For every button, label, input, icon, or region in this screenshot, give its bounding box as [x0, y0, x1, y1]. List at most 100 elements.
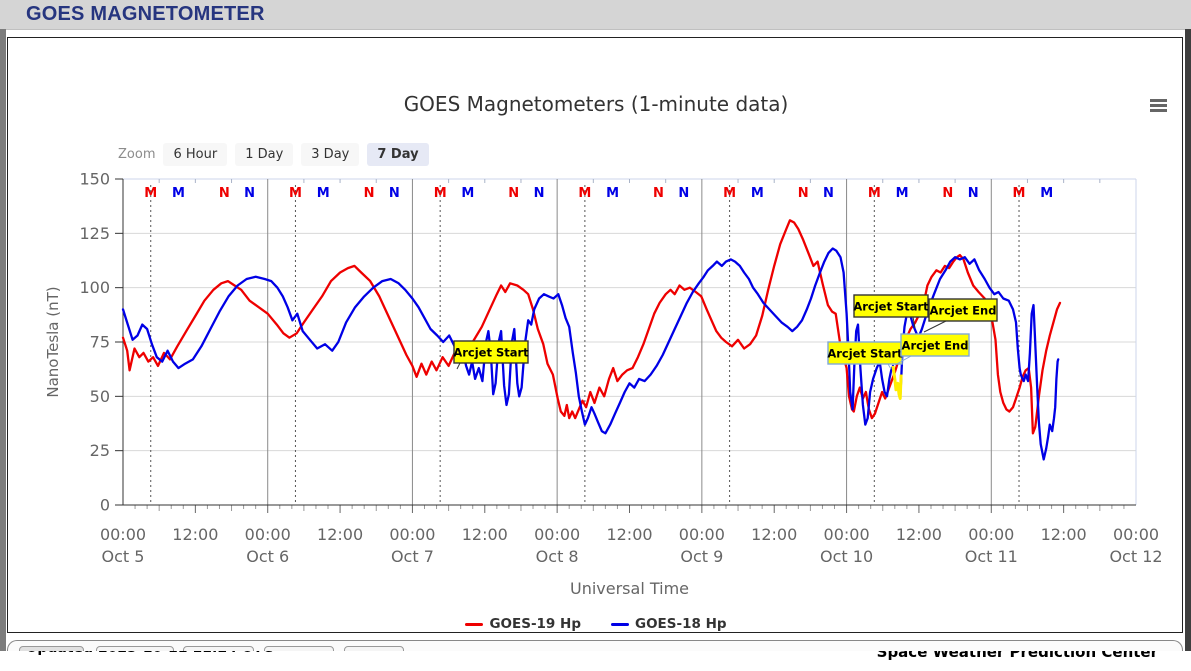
satellite-marker-N: N	[678, 186, 689, 201]
flag-connector	[923, 320, 947, 333]
x-tick-time-label: 00:00	[389, 525, 435, 544]
series-line-goes-19-hp[interactable]	[121, 219, 1062, 435]
satellite-marker-M: M	[289, 186, 302, 201]
arcjet-flag-label: Arcjet Start	[827, 347, 903, 361]
x-tick-time-label: 00:00	[100, 525, 146, 544]
satellite-marker-M: M	[868, 186, 881, 201]
arcjet-flag-label: Arcjet Start	[853, 300, 929, 314]
x-tick-time-label: 12:00	[172, 525, 218, 544]
page-title: GOES MAGNETOMETER	[26, 3, 265, 25]
chart-legend: GOES-19 Hp GOES-18 Hp	[8, 616, 1184, 632]
magnetometer-plot[interactable]: 0 25 50 75 100 125 150 00:00 Oct 5 12:00 00:00 Oct …	[15, 75, 1191, 671]
zoom-label: Zoom	[118, 146, 156, 162]
satellite-marker-N: N	[244, 186, 255, 201]
zoom-toolbar: Zoom 6 Hour 1 Day 3 Day 7 Day	[118, 142, 429, 166]
zoom-button-1day[interactable]: 1 Day	[235, 142, 294, 166]
satellite-marker-N: N	[364, 186, 375, 201]
y-tick-label: 25	[90, 441, 110, 460]
x-tick-time-label: 00:00	[245, 525, 291, 544]
x-tick-time-label: 00:00	[824, 525, 870, 544]
y-axis-title: NanoTesla (nT)	[44, 286, 62, 397]
satellite-marker-N: N	[534, 186, 545, 201]
goes18-line-swatch	[611, 622, 629, 626]
bottom-tab-stub[interactable]	[264, 646, 334, 651]
satellite-marker-M: M	[578, 186, 591, 201]
plot-area[interactable]	[123, 179, 1136, 505]
legend-item-goes19[interactable]: GOES-19 Hp	[465, 616, 581, 632]
chart-title: GOES Magnetometers (1-minute data)	[403, 92, 789, 116]
arcjet-flag-box[interactable]	[853, 294, 929, 318]
goes19-line-swatch	[465, 622, 484, 626]
zoom-button-7day[interactable]: 7 Day	[367, 142, 429, 166]
legend-item-goes18[interactable]: GOES-18 Hp	[611, 616, 727, 632]
x-tick-time-label: 12:00	[317, 525, 363, 544]
arcjet-flag-box[interactable]	[453, 340, 529, 364]
satellite-marker-M: M	[144, 186, 157, 201]
satellite-marker-M: M	[1013, 186, 1026, 201]
arcjet-flag-label: Arcjet Start	[453, 346, 529, 360]
satellite-marker-N: N	[653, 186, 664, 201]
x-tick-date-label: Oct 8	[536, 547, 579, 566]
satellite-marker-N: N	[823, 186, 834, 201]
satellite-marker-M: M	[723, 186, 736, 201]
satellite-marker-M: M	[896, 186, 909, 201]
hamburger-bar	[1149, 99, 1167, 102]
legend-label-goes19: GOES-19 Hp	[489, 616, 581, 632]
x-tick-time-label: 12:00	[462, 525, 508, 544]
x-axis-title: Universal Time	[570, 579, 689, 598]
satellite-marker-M: M	[606, 186, 619, 201]
hamburger-bar	[1149, 104, 1167, 107]
page-header: GOES MAGNETOMETER	[0, 0, 1191, 30]
satellite-marker-N: N	[968, 186, 979, 201]
flag-connector	[456, 362, 461, 370]
y-tick-label: 75	[90, 333, 110, 352]
arcjet-flag-box[interactable]	[900, 333, 970, 357]
satellite-marker-N: N	[219, 186, 230, 201]
x-tick-time-label: 12:00	[606, 525, 652, 544]
window-edge-left	[0, 29, 6, 651]
satellite-marker-N: N	[508, 186, 519, 201]
satellite-marker-M: M	[317, 186, 330, 201]
y-tick-label: 100	[79, 278, 110, 297]
satellite-marker-N: N	[798, 186, 809, 201]
x-tick-date-label: Oct 6	[246, 547, 289, 566]
flag-connector	[887, 363, 892, 370]
satellite-marker-M: M	[1040, 186, 1053, 201]
satellite-marker-N: N	[942, 186, 953, 201]
bottom-tab-stub[interactable]	[19, 646, 84, 651]
satellite-marker-N: N	[389, 186, 400, 201]
satellite-marker-M: M	[751, 186, 764, 201]
arcjet-flag-label: Arcjet End	[902, 339, 969, 353]
x-tick-date-label: Oct 5	[102, 547, 145, 566]
x-tick-date-label: Oct 7	[391, 547, 434, 566]
x-tick-date-label: Oct 10	[820, 547, 873, 566]
x-tick-time-label: 12:00	[1041, 525, 1087, 544]
satellite-marker-M: M	[461, 186, 474, 201]
chart-card: GOES Magnetometers (1-minute data) Zoom …	[7, 37, 1184, 661]
arcjet-flag-box[interactable]	[928, 298, 998, 322]
y-tick-label: 50	[90, 387, 110, 406]
bottom-panel	[7, 640, 1183, 651]
series-line-goes-18-hp[interactable]	[121, 247, 1060, 461]
bottom-tab-stub[interactable]	[183, 646, 254, 651]
x-tick-time-label: 00:00	[679, 525, 725, 544]
x-tick-date-label: Oct 12	[1109, 547, 1162, 566]
chart-context-menu-icon[interactable]	[1146, 99, 1170, 116]
x-tick-time-label: 00:00	[534, 525, 580, 544]
y-tick-label: 125	[79, 224, 110, 243]
bottom-tab-stub[interactable]	[344, 646, 404, 651]
satellite-marker-M: M	[434, 186, 447, 201]
zoom-button-3day[interactable]: 3 Day	[301, 142, 360, 166]
window-edge-right	[1185, 29, 1191, 651]
bottom-tab-stub[interactable]	[96, 646, 174, 651]
x-tick-date-label: Oct 9	[680, 547, 723, 566]
y-tick-label: 0	[100, 496, 110, 515]
y-tick-label: 150	[79, 170, 110, 189]
hamburger-bar	[1149, 109, 1167, 112]
x-tick-time-label: 12:00	[896, 525, 942, 544]
x-tick-time-label: 00:00	[968, 525, 1014, 544]
x-tick-date-label: Oct 11	[965, 547, 1018, 566]
zoom-button-6hour[interactable]: 6 Hour	[163, 142, 228, 166]
legend-label-goes18: GOES-18 Hp	[635, 616, 727, 632]
flag-connector	[912, 316, 916, 329]
